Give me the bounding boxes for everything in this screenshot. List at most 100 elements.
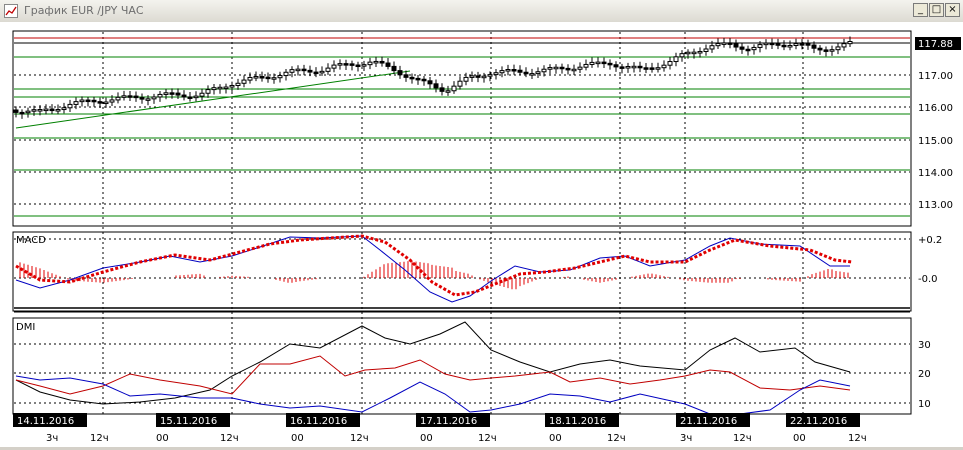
macd-content: MACD +0.2 -0.0 (14, 234, 942, 313)
candle-body (31, 109, 37, 112)
hour-label: 00 (420, 433, 433, 444)
hour-label: 00 (793, 433, 806, 444)
candle-body (571, 68, 577, 72)
candle-body (469, 75, 475, 78)
hour-label: 3ч (680, 433, 692, 444)
dmi-tick: 30 (918, 340, 931, 351)
price-tick: 117.00 (918, 71, 953, 82)
hour-label: 12ч (350, 433, 369, 444)
price-panel[interactable] (12, 30, 912, 227)
close-button[interactable]: × (945, 3, 960, 17)
candle-body (637, 65, 643, 69)
chart-area[interactable]: 117.88 117.00 116.00 115.00 114.00 113.0… (0, 22, 963, 447)
candle-body (385, 62, 391, 67)
candle-body (295, 68, 301, 72)
hour-label: 12ч (607, 433, 626, 444)
candle-body (757, 44, 763, 48)
candle-body (97, 101, 103, 104)
chart-app-icon (4, 4, 18, 18)
price-gridlines (14, 74, 910, 205)
candle-body (337, 63, 343, 66)
candle-body (193, 95, 199, 99)
candle-body (301, 68, 307, 72)
candle-body (259, 76, 265, 79)
candle-body (493, 72, 499, 76)
candle-body (265, 76, 271, 80)
candle-body (61, 107, 67, 111)
candle-body (727, 42, 733, 45)
trend-line[interactable] (15, 70, 411, 129)
candle-body (475, 75, 481, 78)
window-titlebar: График EUR /JPY ЧАС _ □ × (0, 0, 963, 23)
candle-body (643, 67, 649, 70)
candle-body (631, 65, 637, 69)
hour-label: 00 (156, 433, 169, 444)
candle-body (793, 43, 799, 47)
candle-body (121, 95, 127, 98)
candle-body (679, 53, 685, 58)
candle-body (409, 76, 415, 80)
candle-body (313, 71, 319, 75)
candlestick-series[interactable] (13, 36, 853, 119)
price-tick: 115.00 (918, 136, 953, 147)
candle-body (841, 43, 847, 48)
candle-body (145, 98, 151, 101)
window-title: График EUR /JPY ЧАС (24, 4, 144, 17)
candle-body (433, 83, 439, 89)
hour-label: 3ч (46, 433, 58, 444)
candle-body (91, 99, 97, 103)
minimize-button[interactable]: _ (913, 3, 928, 17)
candle-body (217, 86, 223, 90)
candle-body (133, 95, 139, 99)
maximize-button[interactable]: □ (929, 3, 944, 17)
candle-body (733, 43, 739, 48)
candle-body (73, 101, 79, 105)
candle-body (691, 51, 697, 55)
candle-body (499, 70, 505, 74)
candle-body (49, 108, 55, 112)
candle-body (343, 63, 349, 66)
candle-body (187, 96, 193, 99)
candle-body (649, 67, 655, 70)
candle-body (157, 93, 163, 98)
candle-body (517, 69, 523, 73)
candle-body (79, 99, 85, 103)
candle-body (529, 73, 535, 76)
candle-body (373, 60, 379, 64)
hour-label: 12ч (478, 433, 497, 444)
candle-body (43, 108, 49, 112)
candle-body (589, 61, 595, 65)
macd-tick: +0.2 (918, 235, 942, 246)
candle-body (619, 66, 625, 69)
candle-body (289, 69, 295, 73)
candle-body (463, 76, 469, 82)
candle-body (781, 44, 787, 48)
candle-body (511, 69, 517, 72)
current-price-tag (915, 37, 961, 50)
candle-body (811, 44, 817, 49)
candle-body (607, 62, 613, 66)
dmi-tick: 20 (918, 369, 931, 380)
chart-canvas[interactable]: 117.88 117.00 116.00 115.00 114.00 113.0… (0, 22, 963, 447)
candle-body (307, 69, 313, 73)
dmi-panel[interactable] (12, 317, 912, 415)
hour-axis: 3ч 12ч 00 12ч 00 12ч 00 12ч 00 12ч 3ч 12… (46, 433, 867, 444)
level-lines[interactable] (14, 37, 910, 217)
macd-title: MACD (16, 235, 46, 246)
candle-body (535, 71, 541, 75)
candle-body (829, 49, 835, 52)
candle-body (625, 65, 631, 69)
macd-histogram (19, 261, 849, 290)
candle-body (445, 90, 451, 93)
hour-label: 12ч (733, 433, 752, 444)
price-tick: 113.00 (918, 200, 953, 211)
candle-body (67, 103, 73, 109)
candle-body (541, 68, 547, 73)
candle-body (547, 67, 553, 70)
day-gridlines (102, 32, 804, 414)
candle-body (673, 56, 679, 63)
candle-body (271, 77, 277, 80)
candle-body (235, 82, 241, 86)
candle-body (601, 61, 607, 65)
candle-body (487, 74, 493, 77)
